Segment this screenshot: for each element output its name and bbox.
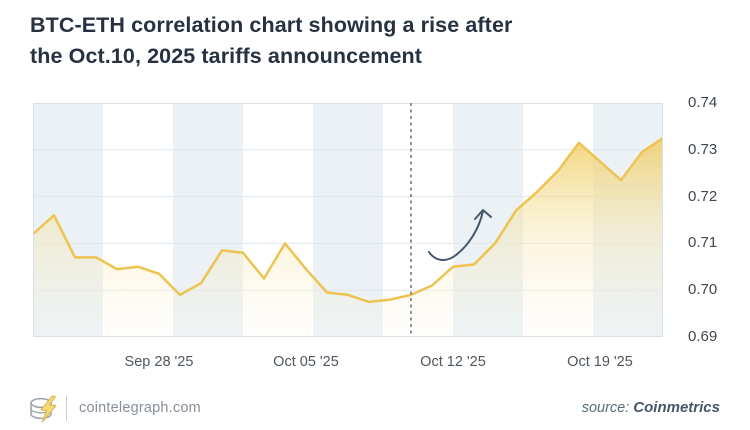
y-axis-label: 0.71 [688,234,718,252]
rise-arrow-icon [428,210,484,261]
x-axis-label: Oct 19 '25 [567,354,633,370]
y-axis-label: 0.73 [688,140,718,158]
plot-border [33,103,663,337]
logo-divider [66,396,67,421]
y-axis-label: 0.72 [688,187,718,205]
y-axis: 0.69 0.70 0.71 0.72 0.73 0.74 [688,0,748,430]
y-axis-label: 0.69 [688,328,718,345]
source-credit: source: Coinmetrics [582,399,720,416]
y-axis-label: 0.70 [688,281,718,299]
title-line-2: the Oct.10, 2025 tariffs announcement [30,44,423,68]
footer: cointelegraph.com source: Coinmetrics [0,388,750,430]
page-title: BTC-ETH correlation chart showing a rise… [30,10,730,72]
chart-plot-area [31,102,665,338]
source-name: Coinmetrics [633,399,720,416]
correlation-chart [31,102,665,338]
rise-arrowhead-icon [474,209,492,220]
source-prefix: source: [581,400,634,416]
x-axis-label: Oct 05 '25 [273,354,339,370]
x-axis-label: Sep 28 '25 [124,354,194,370]
x-axis-label: Oct 12 '25 [420,354,486,370]
cointelegraph-logo-icon [30,395,57,423]
y-axis-label: 0.74 [688,94,718,111]
area-fill [33,138,663,337]
correlation-line [31,136,665,304]
site-label: cointelegraph.com [79,400,201,416]
title-line-1: BTC-ETH correlation chart showing a rise… [30,13,513,37]
